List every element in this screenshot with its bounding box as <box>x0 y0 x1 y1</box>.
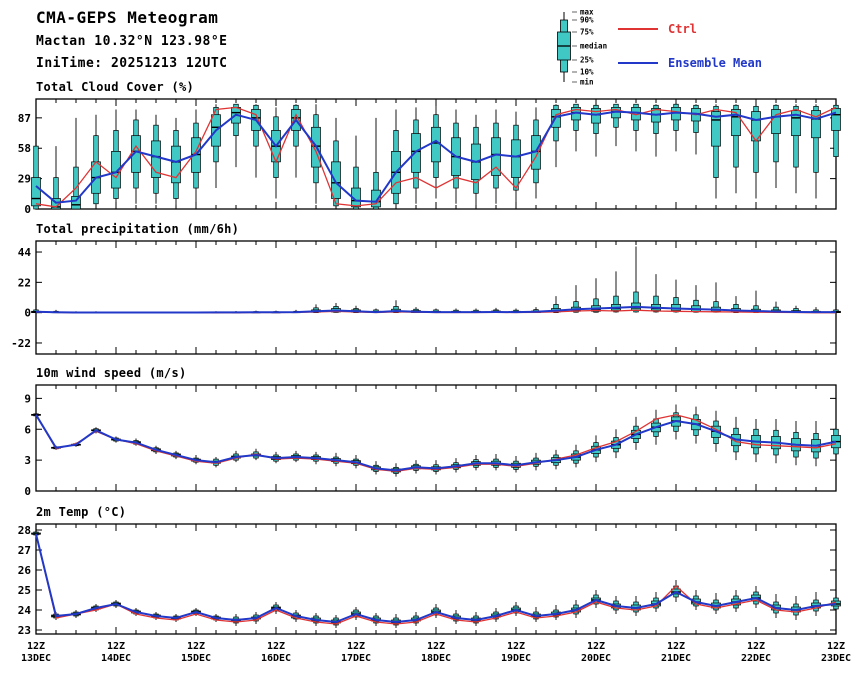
location-label: Mactan 10.32°N 123.98°E <box>36 34 228 49</box>
svg-text:12Z: 12Z <box>667 641 685 652</box>
svg-text:27: 27 <box>18 544 31 557</box>
svg-text:-22: -22 <box>11 337 31 350</box>
svg-text:21DEC: 21DEC <box>661 653 691 664</box>
svg-text:6: 6 <box>24 423 31 436</box>
initime-label: IniTime: 20251213 12UTC <box>36 56 228 71</box>
svg-text:24: 24 <box>18 604 32 617</box>
temperature-plot: 23242526272812Z13DEC12Z14DEC12Z15DEC12Z1… <box>18 523 851 664</box>
svg-text:12Z: 12Z <box>427 641 445 652</box>
svg-text:12Z: 12Z <box>347 641 365 652</box>
legend-ctrl: Ctrl <box>618 22 762 36</box>
svg-text:26: 26 <box>18 564 32 577</box>
svg-text:13DEC: 13DEC <box>21 653 51 664</box>
svg-text:90%: 90% <box>580 16 594 25</box>
svg-text:19DEC: 19DEC <box>501 653 531 664</box>
svg-text:0: 0 <box>24 203 31 216</box>
svg-text:3: 3 <box>24 454 31 467</box>
panel-temperature: 2m Temp (°C) 23 24 25 26 27 28 12Z 13DEC 12Z 14DE… <box>0 505 860 671</box>
legend-entries: Ctrl Ensemble Mean <box>618 22 762 90</box>
svg-text:17DEC: 17DEC <box>341 653 371 664</box>
svg-text:0: 0 <box>24 307 31 320</box>
cloud-cover-title: Total Cloud Cover (%) <box>36 80 195 94</box>
svg-text:12Z: 12Z <box>107 641 125 652</box>
panel-wind-speed: 10m wind speed (m/s) 0 3 6 9 <box>0 366 860 498</box>
svg-text:15DEC: 15DEC <box>181 653 211 664</box>
svg-text:75%: 75% <box>580 28 594 37</box>
svg-text:87: 87 <box>18 112 31 125</box>
svg-text:23: 23 <box>18 624 31 637</box>
svg-text:max: max <box>580 8 594 17</box>
svg-text:9: 9 <box>24 392 31 405</box>
precipitation-title: Total precipitation (mm/6h) <box>36 222 240 236</box>
svg-text:14DEC: 14DEC <box>101 653 131 664</box>
svg-text:12Z: 12Z <box>507 641 525 652</box>
legend-ensemble-mean: Ensemble Mean <box>618 56 762 70</box>
wind-speed-title: 10m wind speed (m/s) <box>36 366 187 380</box>
svg-text:10%: 10% <box>580 68 594 77</box>
svg-text:12Z: 12Z <box>27 641 45 652</box>
svg-text:25%: 25% <box>580 56 594 65</box>
cloud-cover-plot: 0 29 58 87 <box>18 98 841 216</box>
svg-text:18DEC: 18DEC <box>421 653 451 664</box>
svg-text:44: 44 <box>18 246 32 259</box>
panel-cloud-cover: Total Cloud Cover (%) 0 29 58 87 <box>0 80 860 216</box>
page-title: CMA-GEPS Meteogram <box>36 8 219 27</box>
svg-text:29: 29 <box>18 173 31 186</box>
svg-text:12Z: 12Z <box>747 641 765 652</box>
panel-precipitation: Total precipitation (mm/6h) -22 0 22 44 <box>0 222 860 360</box>
wind-speed-plot: 0 3 6 9 <box>24 384 841 498</box>
svg-text:12Z: 12Z <box>187 641 205 652</box>
svg-text:12Z: 12Z <box>827 641 845 652</box>
ensemble-mean-line-swatch <box>618 62 658 64</box>
precipitation-plot: -22 0 22 44 <box>11 240 841 355</box>
header: CMA-GEPS Meteogram Mactan 10.32°N 123.98… <box>36 8 228 71</box>
svg-text:22: 22 <box>18 276 31 289</box>
svg-text:12Z: 12Z <box>587 641 605 652</box>
ctrl-line-swatch <box>618 28 658 30</box>
svg-text:0: 0 <box>24 485 31 498</box>
svg-text:16DEC: 16DEC <box>261 653 291 664</box>
ctrl-label: Ctrl <box>668 22 697 36</box>
svg-text:22DEC: 22DEC <box>741 653 771 664</box>
svg-text:median: median <box>580 42 607 51</box>
svg-text:12Z: 12Z <box>267 641 285 652</box>
svg-text:28: 28 <box>18 524 31 537</box>
svg-text:min: min <box>580 78 594 87</box>
ensemble-mean-label: Ensemble Mean <box>668 56 762 70</box>
svg-text:23DEC: 23DEC <box>821 653 851 664</box>
svg-text:25: 25 <box>18 584 31 597</box>
temperature-title: 2m Temp (°C) <box>36 505 127 519</box>
svg-text:58: 58 <box>18 142 31 155</box>
svg-text:20DEC: 20DEC <box>581 653 611 664</box>
legend: max 90% 75% median 25% 10% min <box>548 4 668 94</box>
